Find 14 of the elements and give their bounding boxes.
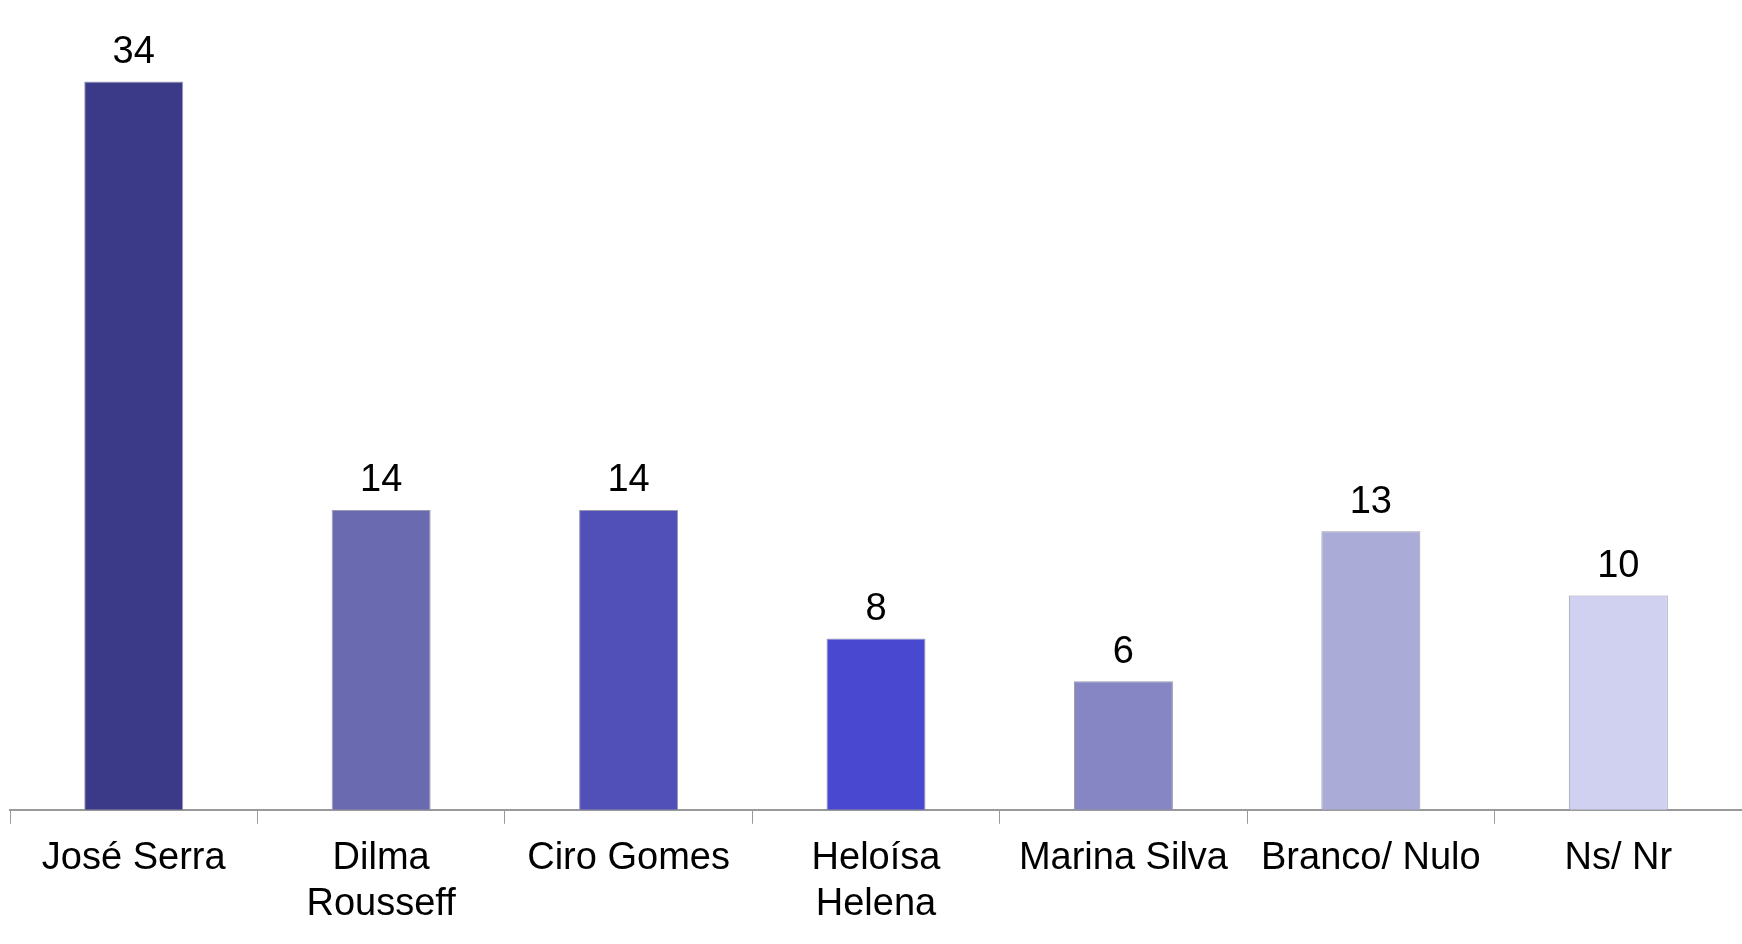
data-label: 8 [865,585,887,628]
data-label: 34 [112,28,155,71]
data-label: 6 [1112,628,1134,671]
data-label: 13 [1349,478,1392,521]
x-tick-label: Branco/ Nulo [1261,835,1481,878]
data-label: 10 [1597,543,1640,586]
data-label: 14 [607,457,650,500]
x-tick-label: Ciro Gomes [527,835,730,878]
x-tick-label: Marina Silva [1018,835,1229,878]
data-label: 14 [360,457,403,500]
x-tick-label: Dilma Rousseff [306,835,457,923]
x-tick-label: José Serra [41,835,227,878]
x-tick-label: Ns/ Nr [1564,835,1673,878]
x-tick-label: Heloísa Helena [811,835,942,923]
